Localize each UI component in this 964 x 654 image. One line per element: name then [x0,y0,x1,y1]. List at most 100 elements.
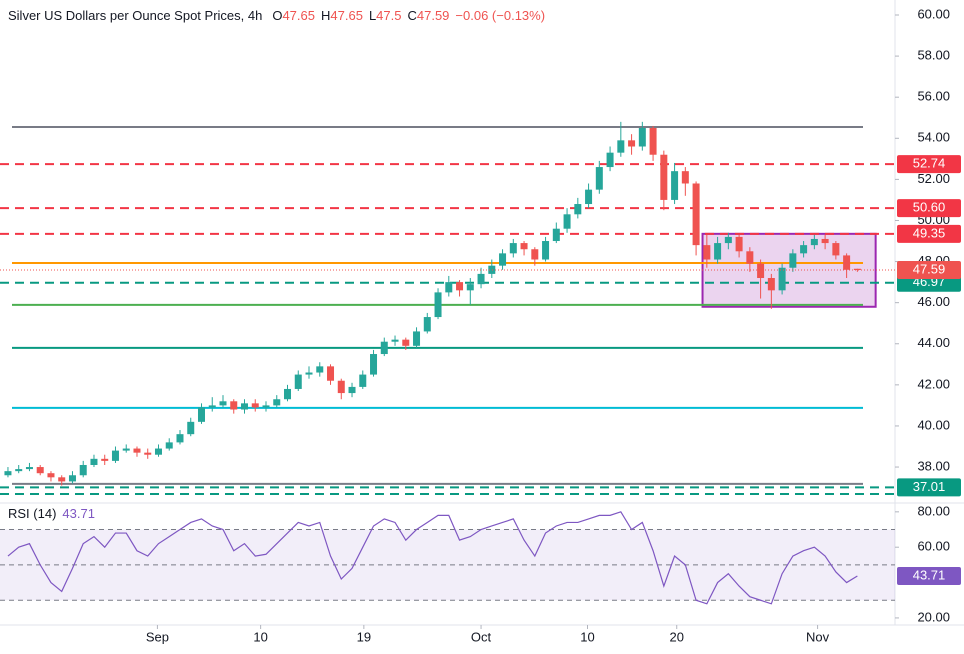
rsi-current: 43.71 [62,506,95,521]
ohlc-value: 47.59 [417,8,450,23]
candle-body [176,434,184,443]
candle-body [197,407,205,422]
level-label-box [897,155,961,174]
candle-body [4,471,12,476]
candle-body [595,167,603,190]
candle-body [681,171,689,184]
candle-body [520,243,528,250]
candle-body [251,403,259,408]
x-tick-label: 19 [357,629,371,644]
rsi-tick-label: 60.00 [917,539,950,554]
candle-body [585,189,593,205]
candle-body [542,241,550,260]
candle-body [391,339,399,342]
candle-body [316,366,324,373]
level-label-box [897,199,961,218]
candle-body [165,442,173,449]
candle-body [477,273,485,285]
candle-body [531,249,539,260]
candle-body [434,292,442,318]
y-tick-label: 56.00 [917,89,950,104]
candle-body [735,236,743,252]
ohlc-letter: L [369,8,376,23]
candle-body [402,339,410,346]
candle-body [219,401,227,406]
candle-body [671,171,679,200]
y-tick-label: 42.00 [917,376,950,391]
candle-body [241,403,249,410]
level-label: 50.60 [913,200,946,215]
candle-body [122,448,130,451]
candle-body [47,473,55,478]
candle-body [757,263,765,279]
candle-body [617,140,625,153]
candle-body [724,236,732,244]
candle-body [423,317,431,332]
candle-body [262,405,270,408]
candle-body [15,469,23,472]
rsi-line [7,511,858,605]
candle-body [305,372,313,375]
candle-body [413,331,421,346]
rsi-band [0,529,895,601]
candle-body [79,464,87,476]
candle-body [466,284,474,291]
candle-body [746,251,754,264]
ohlc-letter: H [321,8,330,23]
candle-body [606,152,614,168]
candle-body [789,253,797,268]
candle-body [810,238,818,246]
rsi-header: RSI (14) 43.71 [8,506,95,521]
candle-body [359,374,367,387]
price-label: 47.59 [913,261,946,276]
change: −0.06 (−0.13%) [455,8,545,23]
candle-body [68,475,76,482]
header: Silver US Dollars per Ounce Spot Prices,… [8,8,545,23]
candle-body [133,448,141,453]
x-tick-label: Sep [146,629,169,644]
x-tick-label: 10 [253,629,267,644]
candle-body [445,282,453,293]
rsi-tick-label: 80.00 [917,503,950,518]
y-tick-label: 60.00 [917,6,950,21]
candle-body [714,243,722,260]
candle-body [767,278,775,291]
y-tick-label: 58.00 [917,48,950,63]
candle-body [660,154,668,200]
candle-body [101,458,109,461]
candle-body [327,366,335,381]
candle-body [380,341,388,355]
candle-body [58,477,66,482]
y-tick-label: 52.00 [917,171,950,186]
candle-body [348,386,356,394]
y-tick-label: 40.00 [917,417,950,432]
candle-body [563,214,571,229]
candle-body [337,380,345,394]
level-label-box [897,478,961,497]
ohlc-value: 47.65 [282,8,315,23]
rsi-tick-label: 20.00 [917,609,950,624]
candle-body [692,183,700,246]
candle-body [230,401,238,410]
ohlc-letter: O [272,8,282,23]
candle-body [832,243,840,256]
candle-body [800,245,808,254]
candle-body [574,204,582,215]
ohlc-letter: C [407,8,416,23]
candle-body [456,282,464,291]
y-tick-label: 38.00 [917,458,950,473]
candle-body [36,467,44,474]
candle-body [821,238,829,244]
candle-body [649,128,657,155]
candle-body [154,448,162,455]
ohlc-value: 47.65 [330,8,363,23]
candle-body [703,245,711,260]
header-title: Silver US Dollars per Ounce Spot Prices,… [8,8,262,23]
candle-body [90,458,98,465]
candle-body [370,354,378,375]
level-label: 49.35 [913,225,946,240]
candle-body [488,265,496,274]
candle-body [144,452,152,455]
y-tick-label: 44.00 [917,335,950,350]
candle-body [111,450,119,461]
